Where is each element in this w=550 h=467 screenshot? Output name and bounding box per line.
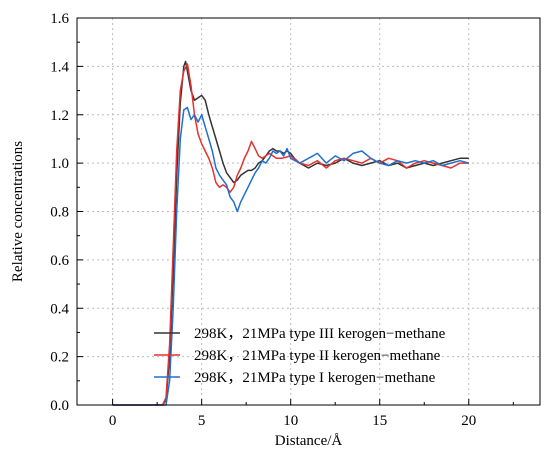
legend-label: 298K，21MPa type I kerogen−methane [194, 370, 436, 386]
y-tick-label: 1.4 [50, 59, 69, 75]
series-lines [112, 60, 469, 406]
y-tick-label: 0.4 [50, 301, 69, 317]
x-tick-label: 20 [461, 413, 476, 429]
y-tick-label: 1.2 [50, 108, 69, 124]
x-tick-label: 5 [198, 413, 206, 429]
y-tick-label: 1.6 [50, 11, 69, 27]
axis-ticks: 0 5 10 15 20 0.0 0.2 0.4 0.6 0.8 1.0 1.2 1.4 1.6 [50, 11, 514, 429]
series-line [112, 106, 469, 406]
y-axis-title: Relative concentrations [10, 141, 26, 282]
y-tick-label: 0.6 [50, 253, 69, 269]
legend: 298K，21MPa type III kerogen−methane 298K，… [154, 326, 446, 386]
y-tick-label: 0.2 [50, 350, 69, 366]
y-tick-label: 1.0 [50, 156, 69, 172]
y-tick-label: 0.8 [50, 205, 69, 221]
x-tick-label: 15 [372, 413, 387, 429]
x-tick-label: 10 [283, 413, 298, 429]
legend-label: 298K，21MPa type II kerogen−methane [194, 348, 441, 364]
series-line [112, 63, 469, 406]
grid [77, 17, 540, 406]
legend-label: 298K，21MPa type III kerogen−methane [194, 326, 446, 342]
y-tick-label: 0.0 [50, 398, 69, 414]
x-tick-label: 0 [109, 413, 117, 429]
x-axis-title: Distance/Å [275, 433, 343, 449]
